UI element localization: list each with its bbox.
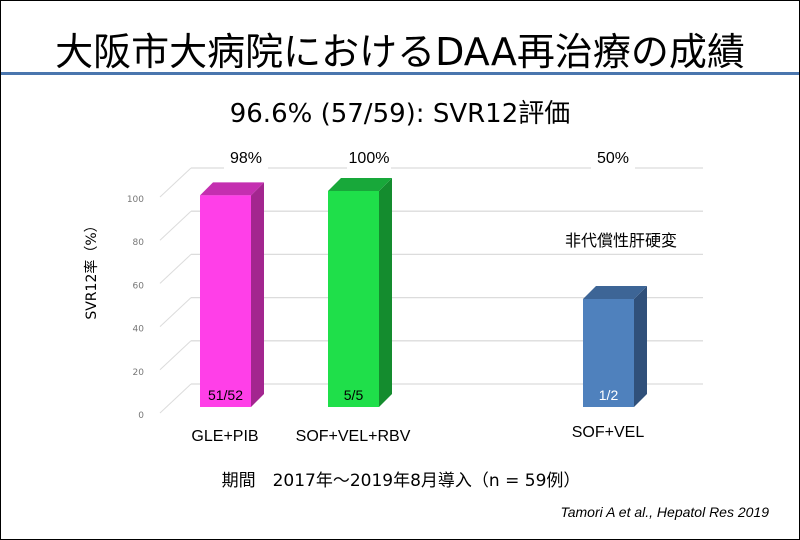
bar-side bbox=[634, 286, 647, 407]
y-tick-label: 40 bbox=[133, 325, 145, 335]
gridline-depth bbox=[159, 297, 192, 327]
category-labels: GLE+PIB SOF+VEL+RBV SOF+VEL bbox=[191, 424, 644, 445]
bar-top bbox=[328, 178, 392, 191]
bar-top bbox=[200, 182, 264, 196]
bar-count-label: 51/52 bbox=[208, 387, 243, 403]
study-period: 期間 2017年～2019年8月導入（n = 59例） bbox=[221, 471, 581, 491]
y-tick-label: 100 bbox=[127, 195, 144, 205]
bar-side bbox=[251, 182, 264, 407]
percent-label-bg bbox=[591, 142, 635, 172]
bar-sof-vel-rbv: 5/5 bbox=[328, 178, 392, 407]
bar-sof-vel: 1/2 bbox=[583, 286, 647, 407]
gridline-depth bbox=[159, 340, 192, 371]
citation: Tamori A et al., Hepatol Res 2019 bbox=[560, 504, 769, 520]
percent-label-bg bbox=[224, 142, 268, 172]
annotation-decompensated-cirrhosis: 非代償性肝硬変 bbox=[565, 231, 677, 250]
percent-label: 50% bbox=[597, 150, 629, 167]
bar-gle-pib: 51/52 bbox=[200, 182, 264, 407]
bar-top bbox=[583, 286, 647, 299]
category-label: SOF+VEL bbox=[572, 424, 645, 441]
gridline-depth bbox=[159, 383, 192, 414]
category-label: GLE+PIB bbox=[191, 428, 258, 445]
bar-count-label: 1/2 bbox=[599, 387, 619, 403]
gridline-depth bbox=[159, 210, 192, 241]
bar-front bbox=[200, 195, 251, 407]
percent-label: 100% bbox=[349, 150, 390, 167]
bar-front bbox=[583, 299, 634, 407]
bar-side bbox=[379, 178, 392, 407]
y-tick-label: 80 bbox=[133, 238, 145, 248]
y-tick-label: 0 bbox=[138, 411, 144, 421]
percent-labels: 98% 100% 50% bbox=[224, 142, 635, 172]
bars: 51/52 5/5 1/2 bbox=[200, 178, 647, 407]
percent-label-bg bbox=[347, 142, 391, 172]
title-divider bbox=[1, 72, 799, 75]
y-axis-label: SVR12率（%） bbox=[83, 218, 100, 319]
gridline-depth bbox=[159, 254, 192, 284]
y-tick-label: 20 bbox=[133, 368, 145, 378]
bar-count-label: 5/5 bbox=[344, 387, 364, 403]
chart-subtitle: 96.6% (57/59): SVR12評価 bbox=[229, 99, 571, 129]
y-axis-ticks: 0 20 40 60 80 100 bbox=[127, 195, 144, 421]
percent-label: 98% bbox=[230, 150, 262, 167]
gridline-depth bbox=[159, 167, 192, 198]
y-tick-label: 60 bbox=[133, 281, 145, 291]
slide-title: 大阪市大病院におけるDAA再治療の成績 bbox=[55, 30, 745, 74]
category-label: SOF+VEL+RBV bbox=[296, 428, 411, 445]
bar-front bbox=[328, 191, 379, 407]
